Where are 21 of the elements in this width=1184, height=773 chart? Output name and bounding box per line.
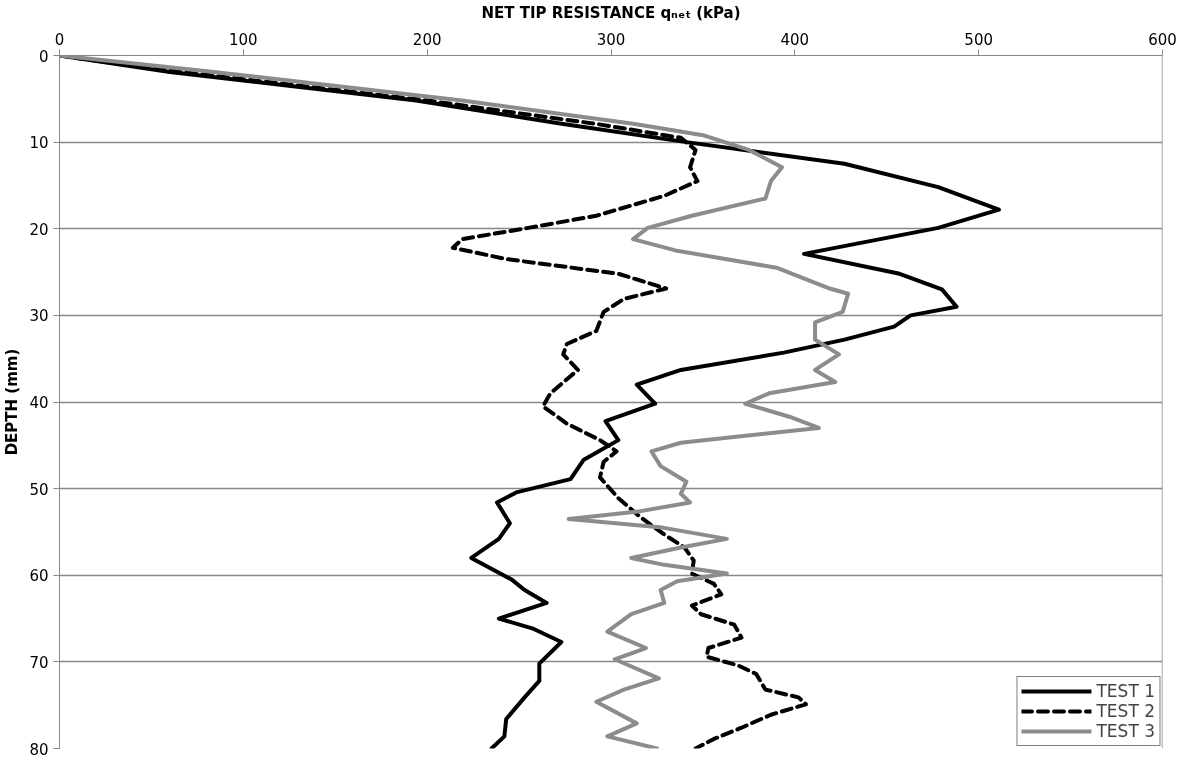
y-tick-label: 40 [29, 394, 49, 412]
legend-label: TEST 1 [1096, 681, 1155, 701]
x-tick-label: 600 [1148, 30, 1177, 49]
x-tick-label: 200 [412, 30, 442, 49]
y-tick-label: 50 [29, 480, 49, 499]
y-axis-title: DEPTH (mm) [3, 348, 22, 456]
y-tick-label: 80 [29, 740, 49, 759]
x-tick-label: 400 [780, 30, 810, 49]
x-tick-label: 100 [229, 30, 258, 49]
legend-label: TEST 2 [1096, 701, 1155, 721]
y-tick-label: 20 [29, 220, 49, 239]
legend-label: TEST 3 [1096, 721, 1155, 741]
x-tick-label: 500 [964, 30, 993, 49]
y-tick-label: 70 [29, 653, 49, 672]
x-axis-title: NET TIP RESISTANCE qₙₑₜ (kPa) [481, 3, 741, 22]
y-tick-label: 60 [29, 567, 49, 586]
y-tick-label: 0 [38, 47, 49, 66]
y-tick-label: 10 [29, 134, 49, 153]
y-tick-label: 30 [29, 307, 49, 326]
x-tick-label: 300 [596, 30, 626, 49]
x-tick-label: 0 [54, 30, 65, 49]
